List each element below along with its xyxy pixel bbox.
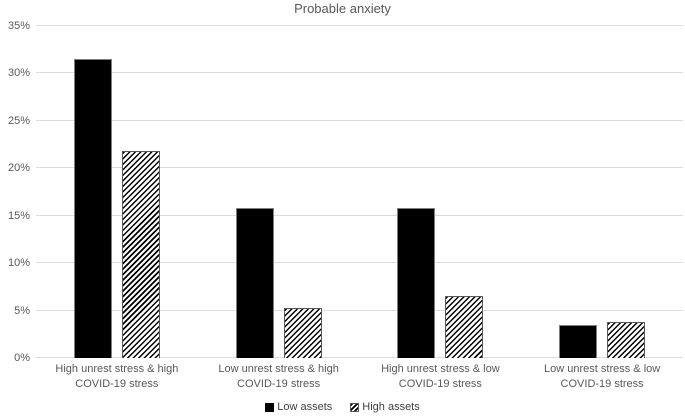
y-tick-label: 5% xyxy=(14,304,30,317)
bar-high-assets xyxy=(607,321,646,358)
x-category-label: High unrest stress & low COVID-19 stress xyxy=(381,363,500,390)
x-category-label: Low unrest stress & low COVID-19 stress xyxy=(544,363,661,390)
plot-area xyxy=(36,25,683,358)
bar-low-assets xyxy=(235,208,274,358)
bar-low-assets xyxy=(397,208,436,358)
bar-high-assets xyxy=(445,296,484,358)
x-category-label: Low unrest stress & high COVID-19 stress xyxy=(218,363,339,390)
y-axis-labels: 0% 5% 10% 15% 20% 25% 30% 35% xyxy=(0,20,30,364)
legend-item: Low assets xyxy=(265,401,332,413)
legend: Low assets High assets xyxy=(0,399,685,415)
y-tick-label: 25% xyxy=(7,114,30,127)
y-tick-label: 20% xyxy=(7,162,30,175)
gridline xyxy=(36,119,683,121)
legend-item: High assets xyxy=(350,401,420,413)
y-tick-label: 10% xyxy=(7,257,30,270)
gridline xyxy=(36,309,683,311)
bar-group xyxy=(521,26,683,358)
gridline xyxy=(36,262,683,264)
y-tick-label: 15% xyxy=(7,209,30,222)
bar-high-assets xyxy=(283,307,322,358)
gridline xyxy=(36,25,683,26)
bar-high-assets xyxy=(121,151,160,358)
bar-group xyxy=(360,26,522,358)
legend-label: Low assets xyxy=(277,401,333,413)
legend-swatch-solid-icon xyxy=(265,402,275,412)
bar-group xyxy=(36,26,198,358)
gridline xyxy=(36,214,683,216)
y-tick-label: 30% xyxy=(7,67,30,80)
bar-low-assets xyxy=(559,324,598,358)
y-tick-label: 0% xyxy=(14,352,30,364)
y-tick-label: 35% xyxy=(7,20,30,32)
legend-label: High assets xyxy=(362,401,420,413)
gridline xyxy=(36,357,683,358)
gridline xyxy=(36,167,683,169)
legend-swatch-hatched-icon xyxy=(350,402,360,412)
chart-title: Probable anxiety xyxy=(294,1,391,16)
x-axis-labels: High unrest stress & high COVID-19 stres… xyxy=(36,362,683,391)
bar-low-assets xyxy=(73,59,112,358)
x-category-label: High unrest stress & high COVID-19 stres… xyxy=(55,363,179,390)
gridline xyxy=(36,72,683,74)
bar-group xyxy=(198,26,360,358)
